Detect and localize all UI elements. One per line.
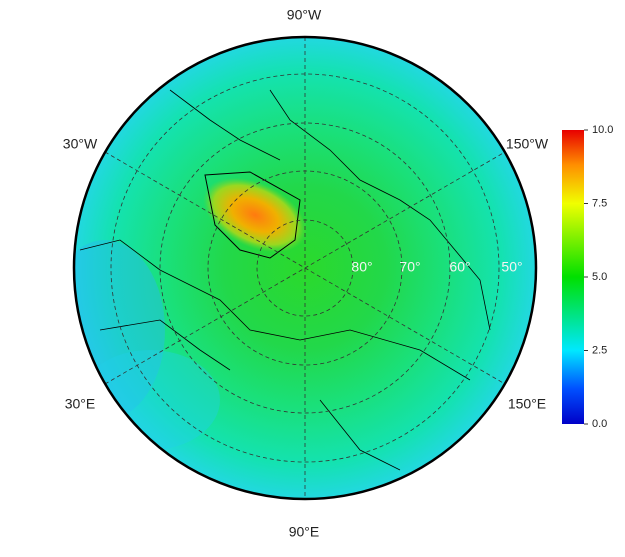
longitude-labels: 90°W 30°W 150°W 30°E 150°E 90°E [63,7,549,540]
colorbar-tick-label: 5.0 [592,271,607,283]
colorbar-ticks: 0.0 2.5 5.0 7.5 10.0 [584,124,613,430]
latitude-labels: 80° 70° 60° 50° [351,259,522,275]
colorbar-tick-label: 10.0 [592,124,613,136]
colorbar-tick-label: 2.5 [592,344,607,356]
graticule [104,37,506,499]
latitude-label: 70° [399,259,420,275]
latitude-label: 50° [501,259,522,275]
colorbar-tick-label: 7.5 [592,197,607,209]
longitude-label: 30°E [65,396,96,412]
longitude-label: 30°W [63,136,98,152]
longitude-label: 90°E [289,524,320,540]
longitude-label: 150°W [506,136,549,152]
latitude-label: 60° [449,259,470,275]
colorbar-tick-label: 0.0 [592,418,607,430]
colorbar [562,130,584,424]
longitude-label: 150°E [508,396,546,412]
map-boundary [72,35,538,501]
longitude-label: 90°W [287,7,322,23]
latitude-label: 80° [351,259,372,275]
